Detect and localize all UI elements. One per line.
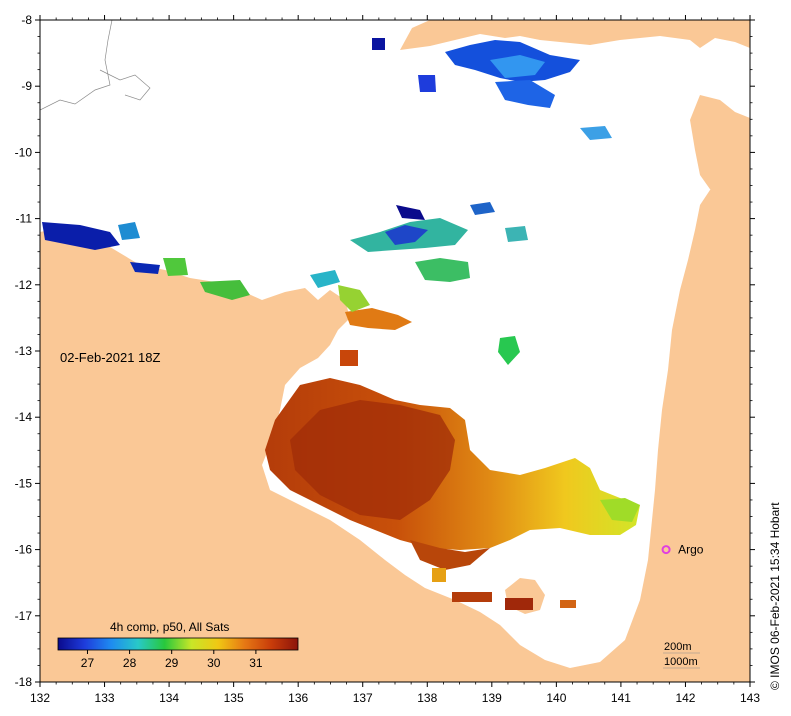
sst-patch-gulf-core — [290, 400, 455, 520]
colorbar-tick-label: 29 — [165, 656, 179, 670]
sst-patch-green-6 — [200, 280, 250, 300]
y-tick-label: -13 — [15, 344, 33, 358]
sst-patch-torres-5 — [372, 38, 385, 50]
colorbar-bar — [57, 637, 299, 651]
sst-patch-green-8 — [600, 498, 640, 522]
sst-patch-west-coast — [345, 308, 412, 330]
y-axis: -8 -9 -10 -11 -12 -13 -14 -15 -16 -17 -18 — [15, 13, 755, 689]
sst-patch-green-7 — [338, 285, 370, 312]
argo-marker-icon — [661, 545, 671, 555]
colorbar-tick-label: 27 — [81, 656, 95, 670]
colorbar: 4h comp, p50, All Sats 27 28 29 30 31 — [57, 620, 299, 670]
sst-patch-west-blue-3 — [130, 262, 160, 274]
sst-patch-small-5 — [560, 600, 576, 608]
x-tick-label: 136 — [288, 691, 308, 705]
x-tick-label: 138 — [417, 691, 437, 705]
sst-patch-torres-6 — [418, 75, 436, 92]
colorbar-ticks: 27 28 29 30 31 — [81, 650, 263, 670]
y-tick-label: -18 — [15, 675, 33, 689]
sst-patch-west-blue-4 — [396, 205, 425, 220]
land-cape-york — [690, 95, 750, 192]
bathymetry-1000m: 1000m — [664, 656, 698, 668]
x-tick-label: 140 — [546, 691, 566, 705]
y-tick-label: -9 — [21, 79, 32, 93]
sst-patch-torres-3 — [495, 80, 555, 108]
coastline-detail — [40, 20, 113, 111]
x-axis: 132 133 134 135 136 137 138 139 140 141 142 143 — [30, 15, 760, 705]
y-tick-label: -11 — [16, 212, 33, 226]
sst-data-layer — [42, 38, 640, 610]
sst-patch-green-5 — [163, 258, 188, 276]
x-tick-label: 135 — [224, 691, 244, 705]
x-tick-label: 142 — [675, 691, 695, 705]
sst-patch-teal-9 — [310, 270, 340, 288]
land-papua-new-guinea — [400, 20, 750, 50]
land-northern-territory — [40, 180, 750, 682]
sst-patch-west-blue-5 — [470, 202, 495, 215]
sst-patch-torres-4 — [580, 126, 612, 140]
sst-patch-small-4 — [505, 598, 533, 610]
credit-text: © IMOS 06-Feb-2021 15:34 Hobart — [768, 502, 782, 690]
sst-patch-arafura-3 — [385, 225, 428, 245]
x-tick-label: 134 — [159, 691, 179, 705]
x-tick-label: 133 — [95, 691, 115, 705]
colorbar-tick-label: 28 — [123, 656, 137, 670]
y-tick-label: -15 — [15, 476, 33, 490]
x-tick-label: 137 — [353, 691, 373, 705]
x-tick-label: 141 — [611, 691, 631, 705]
sst-patch-green-4 — [498, 336, 520, 365]
x-tick-label: 139 — [482, 691, 502, 705]
sst-patch-south — [410, 540, 490, 570]
colorbar-tick-label: 31 — [249, 656, 263, 670]
sst-patch-torres-2 — [490, 55, 545, 78]
y-tick-label: -10 — [15, 145, 33, 159]
colorbar-label: 4h comp, p50, All Sats — [110, 620, 229, 634]
sst-patch-teal-10 — [505, 226, 528, 242]
bathymetry-200m: 200m — [664, 641, 692, 653]
y-tick-label: -14 — [15, 410, 33, 424]
y-tick-label: -16 — [15, 543, 33, 557]
coastline-detail-2 — [99, 69, 151, 101]
sst-patch-west-blue-2 — [118, 222, 140, 240]
chart-title: 02-Feb-2021 18Z — [60, 350, 161, 365]
y-tick-label: -17 — [15, 609, 33, 623]
argo-marker-label: Argo — [678, 543, 704, 557]
argo-marker: Argo — [661, 543, 704, 557]
y-tick-label: -8 — [21, 13, 32, 27]
sst-patch-arafura-1 — [415, 258, 470, 282]
x-tick-label: 132 — [30, 691, 50, 705]
y-tick-label: -12 — [15, 278, 33, 292]
bathymetry-legend: 200m 1000m — [663, 641, 700, 669]
sst-patch-small-3 — [452, 592, 492, 602]
sst-patch-small-1 — [340, 350, 358, 366]
sst-patch-west-blue-1 — [42, 222, 120, 250]
x-tick-label: 143 — [740, 691, 760, 705]
sst-patch-small-2 — [432, 568, 446, 582]
colorbar-tick-label: 30 — [207, 656, 221, 670]
